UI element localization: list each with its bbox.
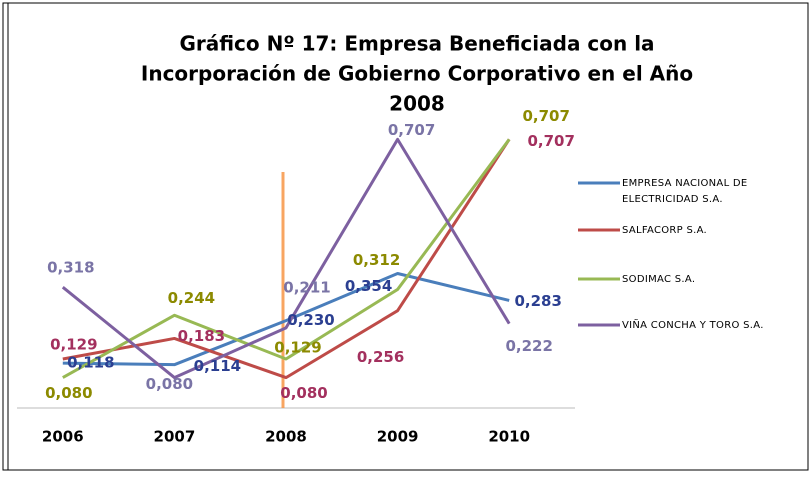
legend-label: EMPRESA NACIONAL DE ELECTRICIDAD S.A.	[622, 178, 751, 205]
x-tick-label: 2009	[377, 428, 419, 446]
data-label: 0,312	[353, 251, 400, 269]
data-label: 0,230	[287, 311, 334, 329]
x-tick-label: 2006	[42, 428, 84, 446]
data-label: 0,118	[67, 354, 114, 372]
data-label: 0,211	[283, 278, 330, 296]
data-label: 0,080	[45, 384, 92, 402]
x-tick-label: 2008	[265, 428, 307, 446]
data-label: 0,707	[527, 132, 574, 150]
data-label: 0,129	[50, 335, 97, 353]
chart-title: 2008	[389, 92, 445, 116]
legend-label: SALFACORP S.A.	[622, 225, 707, 236]
series-line	[61, 137, 511, 380]
x-tick-label: 2010	[488, 428, 530, 446]
data-label: 0,183	[178, 327, 225, 345]
data-label: 0,080	[146, 375, 193, 393]
data-label: 0,114	[194, 357, 241, 375]
data-label: 0,256	[357, 348, 404, 366]
legend-label: VIÑA CONCHA Y TORO S.A.	[622, 318, 764, 331]
series-line	[62, 138, 511, 379]
data-label: 0,354	[345, 277, 392, 295]
outer-frame	[2, 2, 809, 471]
series-line	[62, 138, 511, 380]
chart-title: Incorporación de Gobierno Corporativo en…	[141, 62, 693, 86]
legend-label: SODIMAC S.A.	[622, 274, 695, 285]
x-tick-label: 2007	[154, 428, 196, 446]
data-label: 0,707	[388, 121, 435, 139]
data-label: 0,244	[168, 289, 215, 307]
data-label: 0,707	[522, 107, 569, 125]
data-label: 0,222	[505, 337, 552, 355]
data-label: 0,129	[274, 338, 321, 356]
chart-title: Gráfico Nº 17: Empresa Beneficiada con l…	[179, 32, 654, 56]
data-label: 0,283	[514, 292, 561, 310]
data-label: 0,080	[280, 384, 327, 402]
series-line	[62, 271, 510, 367]
data-label: 0,318	[47, 259, 94, 277]
